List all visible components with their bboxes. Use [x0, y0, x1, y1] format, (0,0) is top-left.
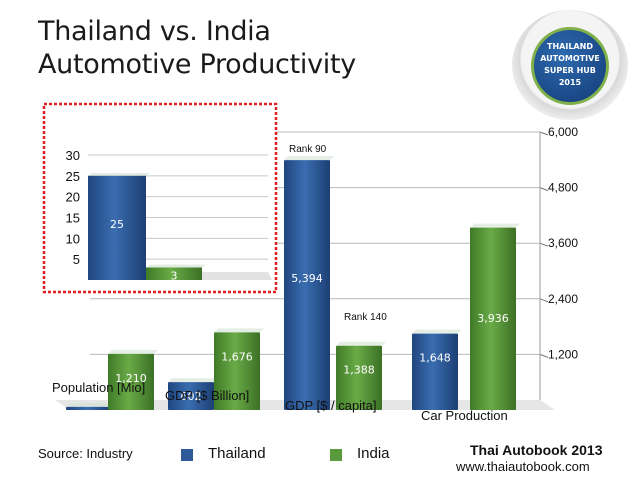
brand-url: www.thaiautobook.com	[456, 459, 590, 474]
y-tick-label: 4,800	[548, 181, 578, 195]
brand-name: Thai Autobook 2013	[470, 442, 603, 458]
bar-thailand	[66, 406, 112, 410]
legend-swatch-india	[330, 449, 342, 461]
bar-thailand-top	[412, 329, 462, 334]
bar-thailand	[284, 160, 330, 410]
source-note: Source: Industry	[38, 446, 133, 461]
data-label-india: 1,210	[115, 372, 147, 385]
bar-india-top	[214, 328, 264, 333]
inset-bar-india	[146, 267, 202, 280]
bar-india	[336, 345, 382, 410]
inset-y-tick-label: 15	[66, 211, 80, 226]
bar-india	[214, 332, 260, 410]
inset-y-tick-label: 30	[66, 148, 80, 163]
inset-y-tick-label: 20	[66, 190, 80, 205]
badge-core	[531, 27, 609, 105]
y-tick-label: 3,600	[548, 236, 578, 250]
bar-thailand	[168, 382, 214, 410]
data-label-thailand: 5,394	[291, 272, 323, 285]
bar-thailand-top	[168, 378, 218, 383]
bar-thailand	[412, 333, 458, 410]
data-label-thailand: 67	[76, 370, 90, 383]
slide-title-line1: Thailand vs. India	[38, 16, 271, 47]
data-label-india: 3,936	[477, 312, 509, 325]
inset-bar-india-top	[146, 264, 206, 268]
bar-india	[108, 353, 154, 410]
annotation-rank-thailand: Rank 90	[289, 144, 327, 155]
data-label-thailand: 1,648	[419, 352, 451, 365]
inset-data-label-thailand: 25	[110, 218, 124, 231]
inset-y-tick-label: 10	[66, 231, 80, 246]
data-label-india: 1,676	[221, 350, 253, 363]
category-label: Population [Mio]	[52, 380, 145, 395]
axis-tick	[539, 242, 549, 247]
badge-text-4: 2015	[558, 78, 582, 87]
category-label: Car Production	[421, 408, 508, 423]
axis-tick	[539, 187, 549, 192]
badge-text-3: SUPER HUB	[544, 66, 596, 75]
badge-text-1: THAILAND	[547, 42, 593, 51]
data-label-india: 1,388	[343, 364, 375, 377]
y-tick-label: 6,000	[548, 125, 578, 139]
legend-label-thailand: Thailand	[208, 445, 266, 462]
data-label-thailand: 602	[181, 390, 202, 403]
bar-thailand-top	[284, 156, 334, 161]
bar-india-top	[470, 223, 520, 228]
inset-bar-thailand	[88, 175, 146, 280]
axis-tick	[539, 353, 549, 358]
inset-data-label-india: 3	[171, 270, 178, 283]
inset-bar-thailand-top	[88, 172, 150, 176]
bar-india	[470, 227, 516, 410]
legend-label-india: India	[357, 445, 390, 462]
legend-swatch-thailand	[181, 449, 193, 461]
axis-tick	[539, 131, 549, 136]
slide-title-line2: Automotive Productivity	[38, 49, 356, 80]
annotation-rank-india: Rank 140	[344, 312, 387, 323]
bar-india-top	[108, 349, 158, 354]
inset-highlight-box	[42, 102, 278, 294]
y-tick-label: 2,400	[548, 292, 578, 306]
bar-india-top	[336, 341, 386, 346]
category-label: GDP [$ Billion]	[165, 388, 249, 403]
category-label: GDP [$ / capita]	[285, 398, 377, 413]
bar-thailand-top	[66, 402, 116, 407]
inset-y-tick-label: 5	[73, 252, 80, 267]
axis-tick	[539, 298, 549, 303]
y-tick-label: 1,200	[548, 347, 578, 361]
inset-y-tick-label: 25	[66, 169, 80, 184]
badge-text-2: AUTOMOTIVE	[540, 54, 600, 63]
